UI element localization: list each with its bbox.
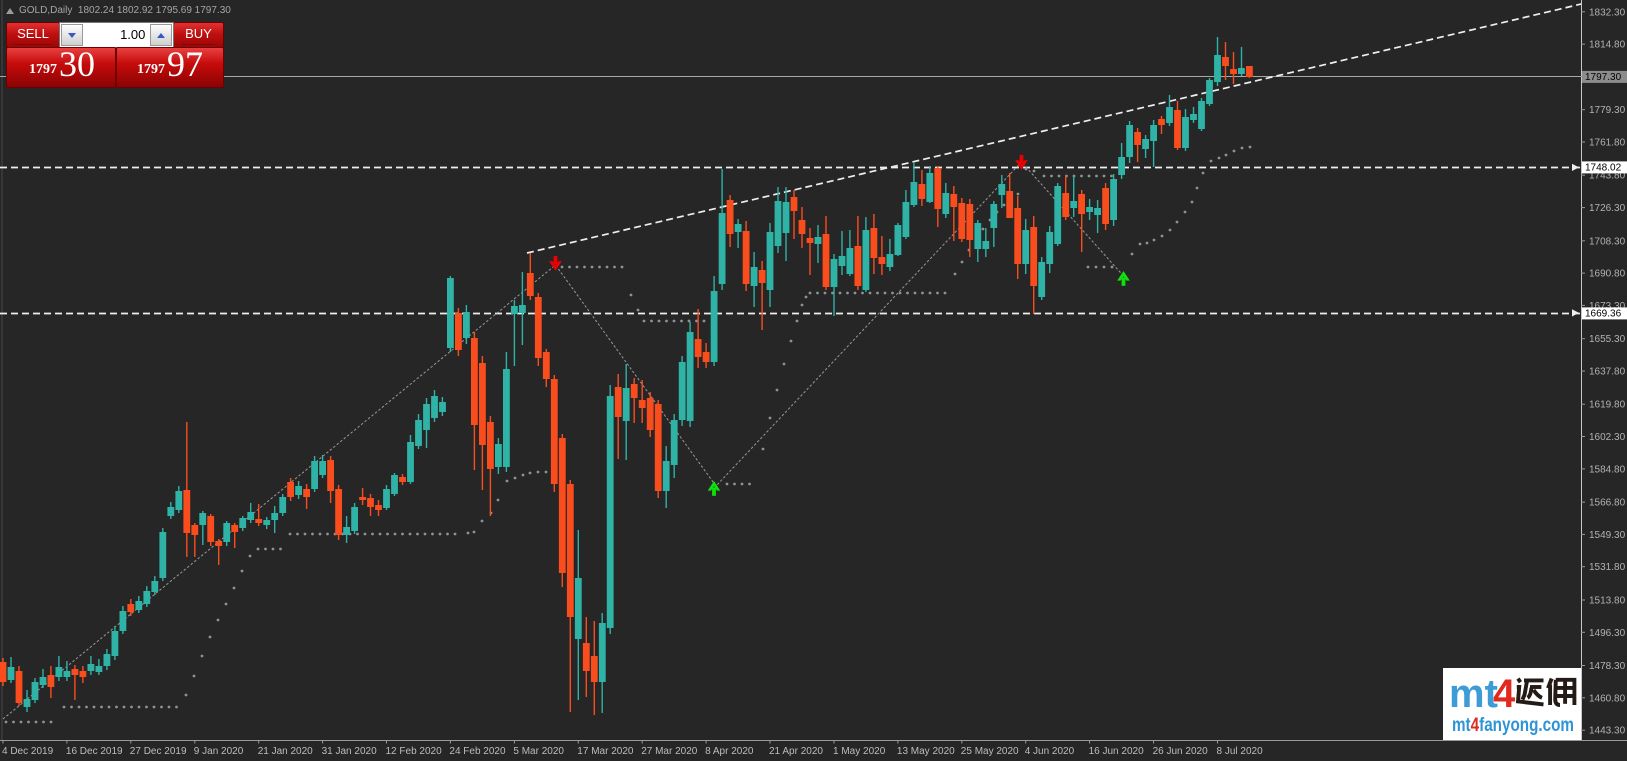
svg-text:1 May 2020: 1 May 2020 <box>833 746 886 757</box>
svg-text:1761.80: 1761.80 <box>1589 138 1626 149</box>
svg-text:26 Jun 2020: 26 Jun 2020 <box>1153 746 1208 757</box>
svg-text:1637.80: 1637.80 <box>1589 367 1626 378</box>
svg-text:4 Dec 2019: 4 Dec 2019 <box>2 746 54 757</box>
svg-text:1726.30: 1726.30 <box>1589 203 1626 214</box>
svg-text:1478.30: 1478.30 <box>1589 661 1626 672</box>
svg-text:1669.36: 1669.36 <box>1585 309 1622 320</box>
svg-text:21 Jan 2020: 21 Jan 2020 <box>258 746 313 757</box>
svg-text:17 Mar 2020: 17 Mar 2020 <box>577 746 634 757</box>
svg-text:mt: mt <box>1449 672 1498 716</box>
svg-text:1584.80: 1584.80 <box>1589 464 1626 475</box>
svg-text:27 Mar 2020: 27 Mar 2020 <box>641 746 698 757</box>
svg-text:1531.80: 1531.80 <box>1589 562 1626 573</box>
svg-text:25 May 2020: 25 May 2020 <box>961 746 1019 757</box>
svg-text:1779.30: 1779.30 <box>1589 105 1626 116</box>
svg-text:31 Jan 2020: 31 Jan 2020 <box>322 746 377 757</box>
svg-text:5 Mar 2020: 5 Mar 2020 <box>513 746 564 757</box>
svg-text:1549.30: 1549.30 <box>1589 530 1626 541</box>
svg-text:1566.80: 1566.80 <box>1589 498 1626 509</box>
svg-text:4 Jun 2020: 4 Jun 2020 <box>1025 746 1075 757</box>
svg-text:16 Dec 2019: 16 Dec 2019 <box>66 746 123 757</box>
svg-text:mt4fanyong.com: mt4fanyong.com <box>1452 715 1574 736</box>
svg-text:12 Feb 2020: 12 Feb 2020 <box>386 746 443 757</box>
svg-text:8 Jul 2020: 8 Jul 2020 <box>1217 746 1264 757</box>
svg-text:1797.30: 1797.30 <box>1585 72 1622 83</box>
svg-text:13 May 2020: 13 May 2020 <box>897 746 955 757</box>
svg-text:1673.30: 1673.30 <box>1589 301 1626 312</box>
svg-text:1602.30: 1602.30 <box>1589 432 1626 443</box>
svg-text:1814.80: 1814.80 <box>1589 40 1626 51</box>
svg-text:1619.80: 1619.80 <box>1589 400 1626 411</box>
svg-text:1748.02: 1748.02 <box>1585 163 1622 174</box>
svg-text:9 Jan 2020: 9 Jan 2020 <box>194 746 244 757</box>
svg-text:4: 4 <box>1493 672 1516 716</box>
svg-text:1655.30: 1655.30 <box>1589 334 1626 345</box>
svg-text:21 Apr 2020: 21 Apr 2020 <box>769 746 823 757</box>
svg-text:1513.80: 1513.80 <box>1589 596 1626 607</box>
svg-text:1743.80: 1743.80 <box>1589 171 1626 182</box>
svg-text:27 Dec 2019: 27 Dec 2019 <box>130 746 187 757</box>
svg-text:1496.30: 1496.30 <box>1589 628 1626 639</box>
svg-text:1690.80: 1690.80 <box>1589 269 1626 280</box>
svg-text:8 Apr 2020: 8 Apr 2020 <box>705 746 754 757</box>
svg-text:1832.30: 1832.30 <box>1589 7 1626 18</box>
svg-text:24 Feb 2020: 24 Feb 2020 <box>449 746 506 757</box>
svg-text:1443.30: 1443.30 <box>1589 726 1626 737</box>
svg-text:16 Jun 2020: 16 Jun 2020 <box>1089 746 1144 757</box>
svg-text:1460.80: 1460.80 <box>1589 693 1626 704</box>
svg-text:1708.30: 1708.30 <box>1589 236 1626 247</box>
